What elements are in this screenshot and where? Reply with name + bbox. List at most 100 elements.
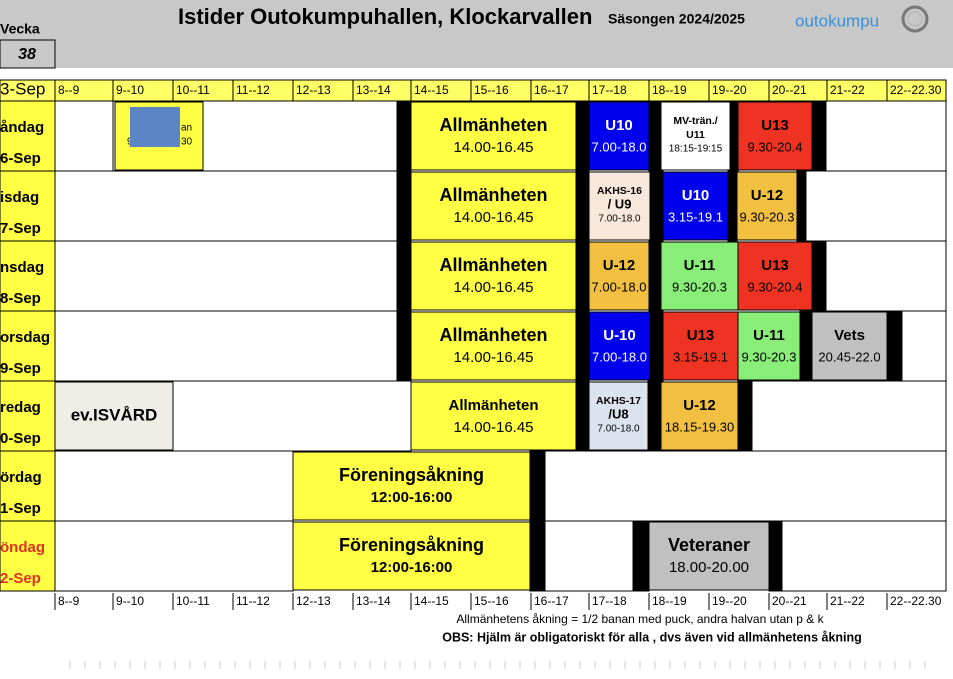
day-date: 7-Sep (0, 220, 41, 237)
event-text: 7.00-18.0 (597, 424, 640, 435)
logo-text: outokumpu (795, 11, 879, 30)
event-time: 3.15-19.1 (673, 349, 728, 364)
time-label: 18--19 (652, 594, 687, 608)
event-time: 18.15-19.30 (665, 419, 734, 434)
blocked-slot (632, 520, 650, 592)
time-label: 22--22.30 (890, 83, 942, 97)
empty-slot (901, 310, 947, 382)
blocked-slot (575, 170, 590, 242)
event-time: 18.00-20.00 (669, 559, 749, 576)
empty-slot (172, 380, 412, 452)
event-text: /U8 (608, 406, 628, 421)
event-block (662, 171, 729, 241)
time-label: 21--22 (830, 83, 865, 97)
day-name: orsdag (0, 329, 50, 346)
empty-slot (805, 170, 947, 242)
time-label: 19--20 (712, 83, 747, 97)
day-cell (0, 240, 56, 312)
event-time: 12:00-16:00 (371, 559, 453, 576)
blocked-slot (649, 310, 664, 382)
footnote: Allmänhetens åkning = 1/2 banan med puck… (456, 612, 824, 626)
week-number: 38 (18, 46, 36, 63)
time-label: 10--11 (176, 594, 210, 608)
time-label: 9--10 (116, 594, 144, 608)
empty-slot (202, 100, 398, 172)
day-name: redag (0, 399, 41, 416)
day-name: isdag (0, 189, 39, 206)
event-block (736, 171, 798, 241)
event-title: Föreningsåkning (339, 465, 484, 485)
week-box (0, 39, 56, 69)
event-time: 7.00-18.0 (592, 279, 647, 294)
empty-slot (544, 520, 634, 592)
event-time: 3.15-19.1 (668, 209, 723, 224)
blocked-slot (768, 520, 783, 592)
time-label: 16--17 (534, 83, 569, 97)
time-label: 10--11 (176, 83, 210, 97)
time-label: 14--15 (414, 594, 449, 608)
event-time: 14.00-16.45 (453, 349, 533, 366)
event-title: U13 (687, 327, 715, 344)
time-label: 17--18 (592, 83, 627, 97)
event-time: 9.30-20.4 (748, 279, 803, 294)
event-title: U-11 (753, 327, 785, 344)
event-title: Allmänheten (439, 255, 547, 275)
blocked-slot (647, 380, 662, 452)
blocked-slot (529, 520, 546, 592)
event-time: 12:00-16:00 (371, 489, 453, 506)
empty-slot (751, 380, 947, 452)
event-block (292, 521, 531, 591)
event-block (660, 381, 739, 451)
blocked-slot (886, 310, 903, 382)
time-label: 9--10 (116, 83, 144, 97)
day-cell (0, 450, 56, 522)
blocked-slot (396, 310, 412, 382)
blocked-slot (811, 240, 827, 312)
event-block (648, 521, 770, 591)
event-time: 20.45-22.0 (818, 349, 880, 364)
blocked-slot (529, 450, 546, 522)
event-time: 9.30-20.4 (748, 139, 803, 154)
blocked-slot (575, 240, 590, 312)
event-title: Föreningsåkning (339, 535, 484, 555)
event-time: 9.30-20.3 (740, 209, 795, 224)
blocked-slot (396, 170, 412, 242)
event-time: 7.00-18.0 (592, 349, 647, 364)
logo-icon (901, 5, 929, 33)
blocked-slot (799, 310, 813, 382)
blocked-slot (575, 380, 590, 452)
event-block (292, 451, 531, 521)
event-text: 7.00-18.0 (598, 214, 641, 225)
event-title: Allmänheten (448, 397, 538, 414)
empty-slot (54, 170, 398, 242)
event-time: 7.00-18.0 (592, 139, 647, 154)
time-label: 13--14 (356, 594, 391, 608)
event-block (737, 241, 813, 311)
empty-slot (544, 450, 947, 522)
footnote: OBS: Hjälm är obligatoriskt för alla , d… (442, 630, 862, 644)
event-block (588, 241, 650, 311)
blocked-slot (737, 380, 753, 452)
time-label: 12--13 (296, 594, 331, 608)
event-text: an (181, 123, 192, 134)
event-title: Vets (834, 327, 865, 344)
day-date: 6-Sep (0, 150, 41, 167)
day-name: åndag (0, 119, 44, 136)
event-title: Allmänheten (439, 115, 547, 135)
event-title: U-10 (603, 327, 636, 344)
event-block (410, 171, 577, 241)
time-label: 18--19 (652, 83, 687, 97)
empty-slot (825, 100, 947, 172)
logo-icon (907, 11, 923, 27)
event-text: U11 (686, 129, 705, 141)
blocked-slot (796, 170, 807, 242)
event-title: Veteraner (668, 535, 750, 555)
time-label: 20--21 (772, 594, 807, 608)
event-title: U13 (761, 257, 789, 274)
header-bg (0, 0, 953, 68)
empty-slot (54, 520, 294, 592)
empty-slot (54, 240, 398, 312)
time-label: 8--9 (58, 83, 80, 97)
event-title: U10 (682, 187, 710, 204)
